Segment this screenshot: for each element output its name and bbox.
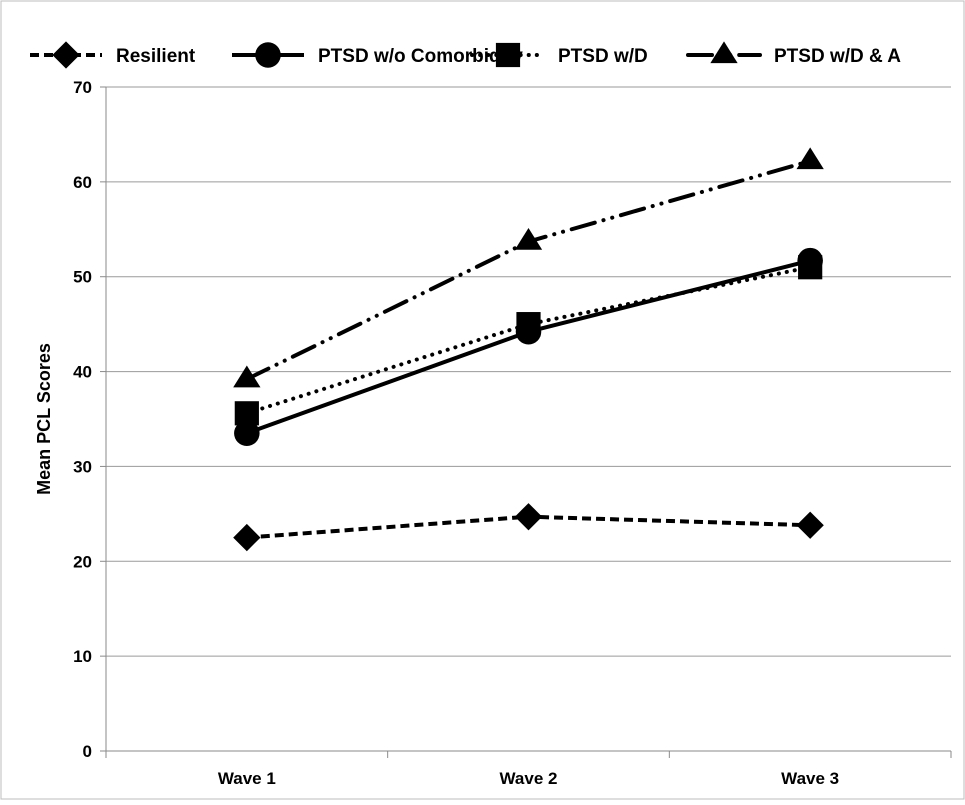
legend-item-ptsd-w-d: PTSD w/D: [470, 42, 648, 68]
legend-label-ptsd-w-o-comorbidity: PTSD w/o Comorbidity: [318, 46, 523, 67]
legend-marker-resilient: [52, 41, 80, 69]
data-point-ptsd-w-o-comorbidity-1: [234, 420, 260, 446]
legend-marker-ptsd-w-d-a: [710, 41, 738, 64]
series-line-ptsd-w-d: [244, 265, 813, 416]
data-point-ptsd-w-d-1: [234, 401, 259, 426]
data-point-resilient-3: [796, 511, 824, 539]
series-ptsd-w-d-a: [233, 147, 824, 388]
x-tick-label-wave-3: Wave 3: [781, 769, 839, 788]
data-point-ptsd-w-d-a-3: [796, 147, 824, 170]
data-point-resilient-1: [233, 523, 261, 552]
series-resilient: [233, 503, 824, 552]
y-tick-label-60: 60: [73, 173, 92, 192]
legend-label-ptsd-w-d-a: PTSD w/D & A: [774, 46, 901, 67]
y-tick-labels: 0 10 20 30 40 50 60 70: [73, 78, 92, 761]
x-tick-labels: Wave 1 Wave 2 Wave 3: [218, 769, 839, 788]
series-group: [233, 147, 824, 552]
x-tick-label-wave-2: Wave 2: [500, 769, 558, 788]
y-tick-label-50: 50: [73, 268, 92, 287]
legend: Resilient PTSD w/o Comorbidity PTSD w/D PTS…: [30, 41, 901, 69]
axes: [100, 86, 952, 758]
data-point-ptsd-w-d-3: [798, 255, 823, 280]
y-tick-label-20: 20: [73, 552, 92, 571]
y-tick-label-0: 0: [83, 742, 92, 761]
y-tick-label-30: 30: [73, 457, 92, 476]
x-tick-label-wave-1: Wave 1: [218, 769, 276, 788]
legend-marker-ptsd-w-d: [495, 42, 521, 68]
y-tick-label-10: 10: [73, 647, 92, 666]
data-point-ptsd-w-d-a-2: [514, 227, 543, 250]
legend-label-resilient: Resilient: [116, 46, 196, 67]
data-point-resilient-2: [514, 503, 543, 531]
legend-item-ptsd-w-o-comorbidity: PTSD w/o Comorbidity: [232, 42, 523, 68]
legend-item-ptsd-w-d-a: PTSD w/D & A: [686, 41, 901, 67]
legend-item-resilient: Resilient: [30, 41, 196, 69]
series-ptsd-w-d: [234, 255, 823, 426]
legend-label-ptsd-w-d: PTSD w/D: [558, 46, 648, 67]
data-point-ptsd-w-d-2: [516, 312, 541, 337]
y-axis-label: Mean PCL Scores: [34, 343, 54, 495]
y-tick-label-40: 40: [73, 363, 92, 382]
legend-marker-ptsd-w-o-comorbidity: [255, 42, 281, 68]
y-tick-label-70: 70: [73, 78, 92, 97]
data-point-ptsd-w-d-a-1: [233, 365, 261, 388]
